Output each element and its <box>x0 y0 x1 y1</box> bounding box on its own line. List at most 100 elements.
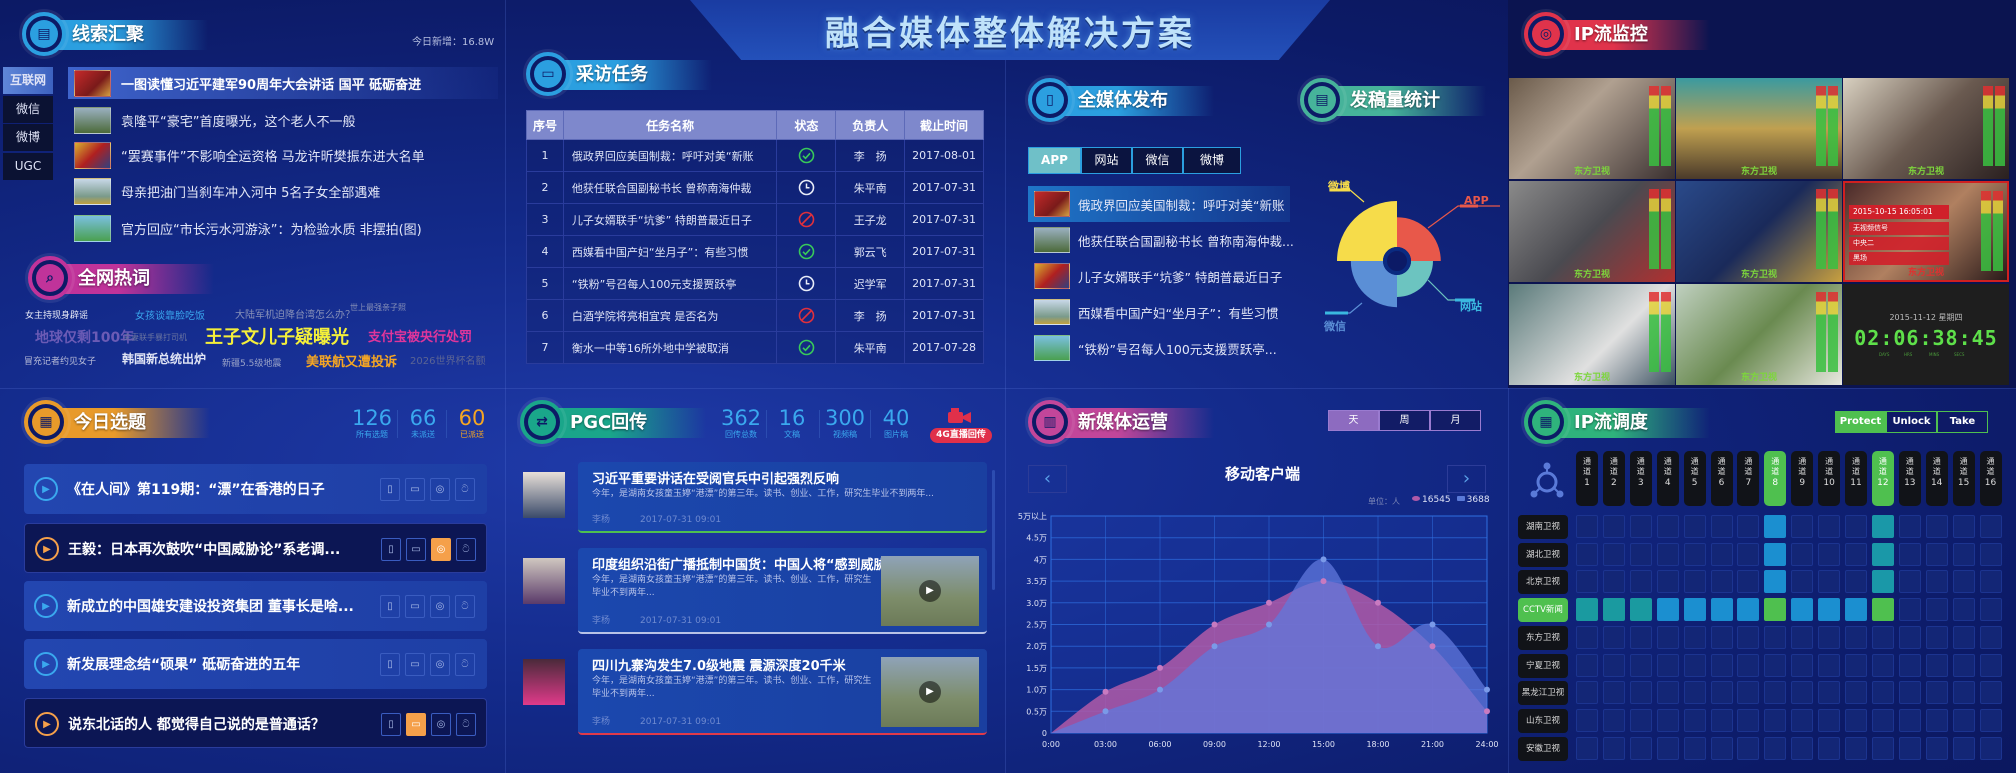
matrix-cell[interactable] <box>1764 681 1787 705</box>
weibo-channel-icon[interactable]: ට <box>455 478 475 501</box>
matrix-cell[interactable] <box>1629 598 1652 622</box>
hotword[interactable]: 夫妻联手暴打司机 <box>123 333 187 342</box>
play-icon[interactable]: ▶ <box>35 712 59 736</box>
matrix-cell[interactable] <box>1952 570 1975 594</box>
clue-item[interactable]: “罢赛事件”不影响全运资格 马龙许昕樊振东进大名单 <box>121 150 425 165</box>
matrix-cell[interactable] <box>1845 625 1867 649</box>
matrix-cell[interactable] <box>1737 515 1760 538</box>
table-row[interactable]: 3 儿子女婿联手“坑爹” 特朗普最近日子 王子龙 2017-07-31 <box>526 203 984 236</box>
matrix-cell[interactable] <box>1818 681 1841 705</box>
matrix-cell[interactable] <box>1602 570 1625 594</box>
publish-item[interactable]: 西媒看中国产妇“坐月子”：有些习惯 <box>1078 306 1279 321</box>
matrix-cell[interactable] <box>1737 625 1760 649</box>
hotword[interactable]: 地球仅剩100年 <box>35 330 135 346</box>
matrix-cell[interactable] <box>1925 681 1948 705</box>
matrix-cell[interactable] <box>1683 653 1706 677</box>
matrix-cell[interactable] <box>1791 708 1814 732</box>
task-name[interactable]: 俄政界回应美国制裁：呼吁对美“新账 <box>562 139 778 172</box>
channel-header-4[interactable]: 通道 4 <box>1656 451 1679 506</box>
card-title[interactable]: 习近平重要讲话在受阅官兵中引起强烈反响 <box>592 472 840 487</box>
topic-item[interactable]: ▶ 新发展理念结“硕果” 砥砺奋进的五年 ▯ ▭ ◎ ට <box>24 639 487 689</box>
matrix-cell[interactable] <box>1602 542 1625 566</box>
data-point[interactable] <box>1211 621 1218 628</box>
clue-item[interactable]: 一图读懂习近平建军90周年大会讲话 国平 砥砺奋进 <box>121 78 422 93</box>
monitor-tile[interactable]: 2015-11-12 星期四 02:06:38:45 DAYS HRS MINS SECS <box>1843 284 2009 385</box>
data-point[interactable] <box>1375 643 1381 650</box>
weibo-channel-icon[interactable]: ට <box>455 653 475 676</box>
weibo-channel-icon[interactable]: ට <box>455 595 475 618</box>
matrix-cell[interactable] <box>1710 681 1733 705</box>
matrix-cell[interactable] <box>1656 570 1679 594</box>
hotword[interactable]: 冒充记者约见女子 <box>24 357 97 367</box>
matrix-cell[interactable] <box>1764 708 1787 732</box>
matrix-cell[interactable] <box>1602 653 1625 677</box>
matrix-cell[interactable] <box>1791 598 1814 622</box>
table-row[interactable]: 5 “铁粉”号召每人100元支援贾跃亭 迟学军 2017-07-31 <box>526 267 984 300</box>
wechat-channel-icon[interactable]: ◎ <box>430 595 450 618</box>
take-button[interactable]: Take <box>1937 411 1988 433</box>
data-point[interactable] <box>1484 686 1490 693</box>
wechat-channel-icon[interactable]: ◎ <box>431 538 451 561</box>
matrix-cell[interactable] <box>1979 625 2002 649</box>
matrix-cell[interactable] <box>1629 570 1652 594</box>
matrix-cell[interactable] <box>1683 570 1706 594</box>
source-label[interactable]: 湖北卫视 <box>1518 542 1568 567</box>
rose-slice-网站[interactable] <box>1397 261 1433 297</box>
matrix-cell[interactable] <box>1656 653 1679 677</box>
topic-item[interactable]: ▶ 《在人间》第119期：“漂”在香港的日子 ▯ ▭ ◎ ට <box>24 464 487 514</box>
matrix-cell[interactable] <box>1898 570 1921 594</box>
matrix-cell[interactable] <box>1656 542 1679 566</box>
publish-item[interactable]: 儿子女婿联手“坑爹” 特朗普最近日子 <box>1078 270 1283 285</box>
matrix-cell[interactable] <box>1898 708 1921 732</box>
matrix-cell[interactable] <box>1791 625 1814 649</box>
matrix-cell[interactable] <box>1656 708 1679 732</box>
monitor-tile[interactable]: 东方卫视 <box>1676 284 1842 385</box>
hotword[interactable]: 新疆5.5级地震 <box>222 359 282 369</box>
matrix-cell[interactable] <box>1898 625 1921 649</box>
play-icon[interactable]: ▶ <box>35 537 59 561</box>
matrix-cell[interactable] <box>1818 570 1841 594</box>
clues-tab-0[interactable]: 互联网 <box>3 67 53 94</box>
monitor-tile[interactable]: 东方卫视 <box>1676 181 1842 282</box>
pc-channel-icon[interactable]: ▭ <box>405 653 425 676</box>
matrix-cell[interactable] <box>1898 598 1921 622</box>
topic-item[interactable]: ▶ 王毅：日本再次鼓吹“中国威胁论”系老调... ▯ ▭ ◎ ට <box>24 523 487 573</box>
clue-item[interactable]: 母亲把油门当刹车冲入河中 5名子女全部遇难 <box>121 186 381 201</box>
channel-header-13[interactable]: 通道 13 <box>1898 451 1921 506</box>
rose-slice-APP[interactable] <box>1397 217 1441 261</box>
pc-channel-icon[interactable]: ▭ <box>405 595 425 618</box>
matrix-cell[interactable] <box>1737 598 1760 622</box>
prev-arrow-button[interactable]: ‹ <box>1028 465 1067 493</box>
hotword[interactable]: 美联航又遭投诉 <box>306 355 398 370</box>
matrix-cell[interactable] <box>1845 542 1867 566</box>
publish-tab-2[interactable]: 微信 <box>1132 147 1183 174</box>
matrix-cell[interactable] <box>1710 625 1733 649</box>
topic-item[interactable]: ▶ 说东北话的人 都觉得自己说的是普通话？ ▯ ▭ ◎ ට <box>24 698 487 748</box>
table-row[interactable]: 7 衡水一中等16所外地中学被取消 朱平南 2017-07-28 <box>526 331 984 364</box>
channel-header-14[interactable]: 通道 14 <box>1925 451 1948 506</box>
matrix-cell[interactable] <box>1979 542 2002 566</box>
data-point[interactable] <box>1102 708 1109 715</box>
matrix-cell[interactable] <box>1602 598 1625 622</box>
data-point[interactable] <box>1102 688 1109 695</box>
clues-tab-3[interactable]: UGC <box>3 152 53 180</box>
mobile-channel-icon[interactable]: ▯ <box>380 478 400 501</box>
matrix-cell[interactable] <box>1629 736 1652 760</box>
matrix-cell[interactable] <box>1925 598 1948 622</box>
play-icon[interactable]: ▶ <box>34 652 58 676</box>
monitor-tile[interactable]: 东方卫视 <box>1509 284 1675 385</box>
topic-title[interactable]: 新发展理念结“硕果” 砥砺奋进的五年 <box>67 657 301 673</box>
matrix-cell[interactable] <box>1979 736 2002 760</box>
channel-header-1[interactable]: 通道 1 <box>1576 451 1598 506</box>
matrix-cell[interactable] <box>1845 515 1867 538</box>
table-row[interactable]: 1 俄政界回应美国制裁：呼吁对美“新账 李 扬 2017-08-01 <box>526 139 984 172</box>
matrix-cell[interactable] <box>1979 598 2002 622</box>
channel-header-12[interactable]: 通道 12 <box>1871 451 1894 506</box>
data-point[interactable] <box>1484 708 1490 715</box>
source-label[interactable]: 东方卫视 <box>1518 625 1568 650</box>
wechat-channel-icon[interactable]: ◎ <box>431 713 451 736</box>
live-4g-button[interactable]: 4G直播回传 <box>930 428 992 443</box>
data-point[interactable] <box>1429 621 1436 628</box>
matrix-cell[interactable] <box>1602 515 1625 538</box>
unlock-button[interactable]: Unlock <box>1886 411 1937 433</box>
